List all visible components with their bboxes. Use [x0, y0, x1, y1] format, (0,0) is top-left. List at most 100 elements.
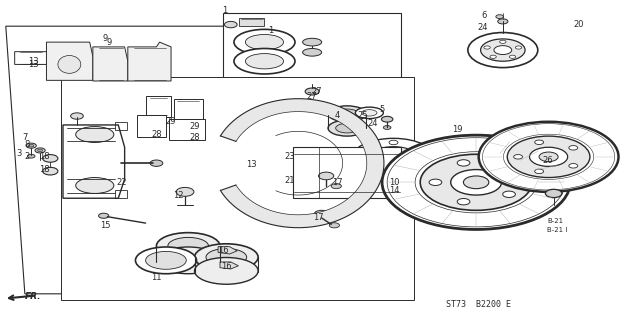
Polygon shape [220, 262, 238, 269]
Circle shape [329, 223, 340, 228]
Text: 22: 22 [116, 178, 127, 187]
Text: 18: 18 [39, 165, 49, 174]
Text: 28: 28 [189, 133, 200, 142]
Circle shape [545, 189, 562, 197]
Text: 25: 25 [358, 111, 368, 120]
Circle shape [26, 143, 36, 148]
Text: FR.: FR. [25, 292, 41, 301]
Text: 20: 20 [574, 20, 584, 29]
Polygon shape [169, 119, 205, 140]
Circle shape [176, 188, 194, 196]
Text: 21: 21 [285, 176, 295, 185]
Circle shape [457, 198, 470, 205]
Circle shape [420, 154, 532, 210]
Polygon shape [239, 18, 264, 26]
Circle shape [382, 135, 570, 229]
Text: 1: 1 [268, 27, 273, 36]
Circle shape [410, 172, 419, 176]
Text: 23: 23 [285, 152, 295, 161]
Text: 5: 5 [380, 105, 385, 114]
Circle shape [383, 125, 391, 129]
Text: 26: 26 [542, 156, 553, 164]
Ellipse shape [194, 258, 258, 284]
Ellipse shape [58, 55, 81, 73]
Circle shape [490, 55, 496, 58]
Circle shape [429, 179, 442, 186]
Circle shape [71, 113, 83, 119]
Text: 29: 29 [189, 122, 200, 131]
Text: 15: 15 [100, 221, 111, 230]
Circle shape [318, 172, 334, 180]
Polygon shape [128, 42, 171, 81]
Ellipse shape [234, 49, 295, 74]
Circle shape [422, 152, 431, 157]
Polygon shape [63, 125, 125, 198]
Polygon shape [220, 99, 384, 228]
Circle shape [534, 140, 543, 145]
Circle shape [507, 136, 590, 178]
Ellipse shape [194, 244, 258, 270]
Circle shape [515, 46, 522, 49]
Circle shape [367, 147, 420, 173]
Text: 9: 9 [103, 35, 108, 44]
Text: 11: 11 [151, 273, 162, 282]
Polygon shape [6, 26, 315, 294]
Ellipse shape [362, 110, 377, 116]
Text: 14: 14 [389, 186, 400, 195]
Circle shape [503, 191, 515, 197]
Circle shape [38, 149, 43, 152]
Text: 3: 3 [16, 149, 21, 158]
Circle shape [480, 39, 525, 61]
Text: 18: 18 [39, 152, 49, 161]
Ellipse shape [303, 38, 322, 46]
Text: 17: 17 [313, 213, 324, 222]
Text: B-21: B-21 [547, 218, 564, 224]
Text: 16: 16 [218, 246, 229, 255]
Ellipse shape [168, 237, 208, 255]
Text: ST73  B2200 E: ST73 B2200 E [446, 300, 511, 309]
Circle shape [569, 164, 578, 168]
Text: 8: 8 [25, 140, 30, 148]
Circle shape [499, 40, 506, 44]
Circle shape [539, 152, 558, 162]
Ellipse shape [336, 109, 359, 119]
Circle shape [529, 147, 568, 166]
Circle shape [497, 19, 508, 24]
Circle shape [457, 160, 470, 166]
Circle shape [389, 140, 398, 145]
Circle shape [382, 154, 405, 166]
Circle shape [468, 33, 538, 68]
Polygon shape [61, 77, 414, 300]
Ellipse shape [328, 106, 366, 122]
Text: 1: 1 [222, 6, 227, 15]
Circle shape [513, 155, 522, 159]
Circle shape [510, 55, 516, 58]
Text: 6: 6 [481, 11, 487, 20]
Circle shape [43, 167, 58, 175]
Ellipse shape [136, 247, 196, 274]
Text: 7: 7 [22, 133, 27, 142]
Polygon shape [93, 47, 128, 81]
Circle shape [224, 21, 237, 28]
Ellipse shape [76, 126, 114, 142]
Circle shape [382, 116, 393, 122]
Circle shape [331, 184, 341, 189]
Polygon shape [173, 100, 203, 120]
Polygon shape [223, 13, 401, 90]
Text: 4: 4 [335, 111, 340, 120]
Polygon shape [138, 116, 166, 137]
Text: 17: 17 [333, 178, 343, 187]
Text: 27: 27 [311, 87, 322, 96]
Text: 9: 9 [106, 38, 111, 47]
Circle shape [99, 213, 109, 218]
Text: 19: 19 [452, 125, 462, 134]
Polygon shape [15, 52, 52, 64]
Ellipse shape [76, 178, 114, 194]
Ellipse shape [303, 49, 322, 56]
Ellipse shape [234, 29, 295, 55]
Ellipse shape [245, 53, 283, 69]
Circle shape [494, 46, 512, 54]
Text: 13: 13 [29, 60, 39, 69]
Circle shape [451, 170, 501, 195]
Text: 24: 24 [368, 119, 378, 128]
